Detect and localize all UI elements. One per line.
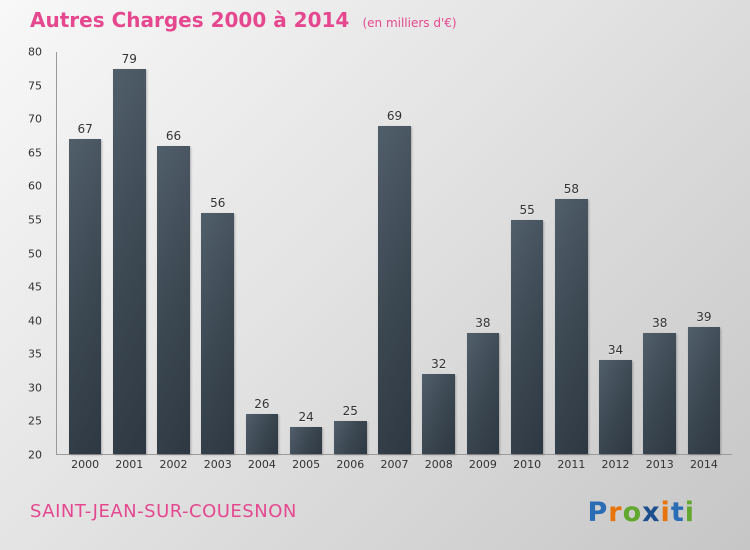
x-axis-label: 2002 bbox=[159, 458, 188, 471]
bar-group: 39 2014 bbox=[682, 52, 726, 471]
bar-group: 79 2001 bbox=[107, 52, 151, 471]
x-axis-label: 2010 bbox=[513, 458, 542, 471]
bar-value-label: 55 bbox=[519, 202, 535, 217]
bar bbox=[466, 333, 500, 454]
x-axis-label: 2014 bbox=[689, 458, 718, 471]
bar bbox=[289, 427, 323, 454]
x-axis-label: 2001 bbox=[115, 458, 144, 471]
y-axis-tick-label: 55 bbox=[28, 213, 42, 227]
y-axis-tick-label: 75 bbox=[28, 79, 42, 93]
logo-letter: i bbox=[684, 497, 695, 528]
x-axis-label: 2004 bbox=[247, 458, 276, 471]
bar-group: 25 2006 bbox=[328, 52, 372, 471]
bar-value-label: 39 bbox=[696, 309, 712, 324]
bar-group: 24 2005 bbox=[284, 52, 328, 471]
location-label: SAINT-JEAN-SUR-COUESNON bbox=[30, 501, 297, 522]
y-axis-tick-label: 65 bbox=[28, 146, 42, 160]
x-axis-label: 2009 bbox=[468, 458, 497, 471]
bar bbox=[422, 373, 456, 454]
bar bbox=[510, 219, 544, 454]
x-axis-label: 2005 bbox=[292, 458, 321, 471]
bar-group: 38 2013 bbox=[638, 52, 682, 471]
x-axis-label: 2011 bbox=[557, 458, 586, 471]
logo-letter: t bbox=[670, 497, 685, 528]
bar-group: 69 2007 bbox=[372, 52, 416, 471]
chart-title-main: Autres Charges 2000 à 2014 bbox=[30, 8, 350, 32]
bar-value-label: 79 bbox=[121, 52, 137, 66]
x-axis-label: 2008 bbox=[424, 458, 453, 471]
bar-value-label: 26 bbox=[254, 396, 270, 411]
x-axis-label: 2013 bbox=[645, 458, 674, 471]
bar-group: 38 2009 bbox=[461, 52, 505, 471]
bar bbox=[599, 360, 632, 454]
plot-area: 67 2000 79 2001 66 2002 56 2003 26 2004 24 2005 25 20… bbox=[56, 52, 732, 471]
y-axis-tick-label: 50 bbox=[28, 247, 42, 260]
bar-group: 56 2003 bbox=[196, 52, 240, 471]
x-axis-label: 2000 bbox=[71, 458, 100, 471]
y-axis-tick-label: 35 bbox=[28, 347, 42, 361]
x-axis-label: 2003 bbox=[203, 458, 232, 471]
bar bbox=[378, 125, 411, 454]
bar bbox=[157, 145, 190, 454]
bar-group: 66 2002 bbox=[151, 52, 195, 471]
bars-container: 67 2000 79 2001 66 2002 56 2003 26 2004 24 2005 25 20… bbox=[57, 52, 732, 471]
bar bbox=[643, 333, 677, 454]
bar-value-label: 38 bbox=[475, 316, 491, 331]
y-axis-tick-label: 45 bbox=[28, 280, 42, 294]
x-axis-label: 2006 bbox=[336, 458, 365, 471]
logo-letter: P bbox=[587, 497, 609, 528]
logo-letter: x bbox=[642, 497, 661, 528]
proxiti-logo[interactable]: Proxiti bbox=[587, 497, 695, 528]
bar bbox=[554, 199, 588, 454]
bar bbox=[201, 212, 235, 454]
y-axis-tick-label: 60 bbox=[28, 179, 42, 193]
bar-group: 55 2010 bbox=[505, 52, 549, 471]
bar bbox=[245, 413, 279, 454]
bar-value-label: 32 bbox=[431, 356, 447, 371]
logo-letter: i bbox=[660, 497, 671, 528]
y-axis-tick-label: 40 bbox=[28, 314, 42, 328]
bar bbox=[687, 326, 721, 454]
bar-group: 26 2004 bbox=[240, 52, 284, 471]
chart-title-subtitle: (en milliers d'€) bbox=[362, 16, 457, 30]
y-axis-tick-label: 25 bbox=[28, 414, 42, 428]
bar-value-label: 58 bbox=[563, 182, 579, 197]
logo-letter: r bbox=[608, 497, 623, 528]
y-axis-tick-label: 20 bbox=[28, 448, 42, 462]
y-axis-tick-label: 70 bbox=[28, 112, 42, 126]
y-axis-tick-label: 80 bbox=[28, 45, 42, 59]
bar-value-label: 67 bbox=[77, 122, 93, 137]
x-axis-label: 2007 bbox=[380, 458, 409, 471]
y-axis: 20 25 30 35 40 45 50 55 60 65 70 75 80 bbox=[0, 46, 52, 462]
bar-value-label: 66 bbox=[165, 128, 182, 143]
bar-value-label: 56 bbox=[210, 195, 226, 210]
bar bbox=[112, 69, 146, 454]
bar-value-label: 24 bbox=[298, 410, 314, 425]
bar bbox=[333, 420, 367, 454]
bar-group: 58 2011 bbox=[549, 52, 593, 471]
y-axis-tick-label: 30 bbox=[28, 381, 42, 395]
bar-group: 67 2000 bbox=[63, 52, 107, 471]
x-axis-label: 2012 bbox=[601, 458, 630, 471]
bar-value-label: 69 bbox=[386, 108, 403, 123]
bar-group: 32 2008 bbox=[417, 52, 461, 471]
bar bbox=[68, 139, 102, 454]
bar-value-label: 38 bbox=[652, 316, 668, 331]
bar-value-label: 34 bbox=[607, 343, 624, 358]
bar-group: 34 2012 bbox=[593, 52, 637, 471]
chart-title: Autres Charges 2000 à 2014 (en milliers … bbox=[30, 8, 457, 32]
bar-value-label: 25 bbox=[342, 403, 358, 418]
logo-letter: o bbox=[622, 497, 643, 528]
